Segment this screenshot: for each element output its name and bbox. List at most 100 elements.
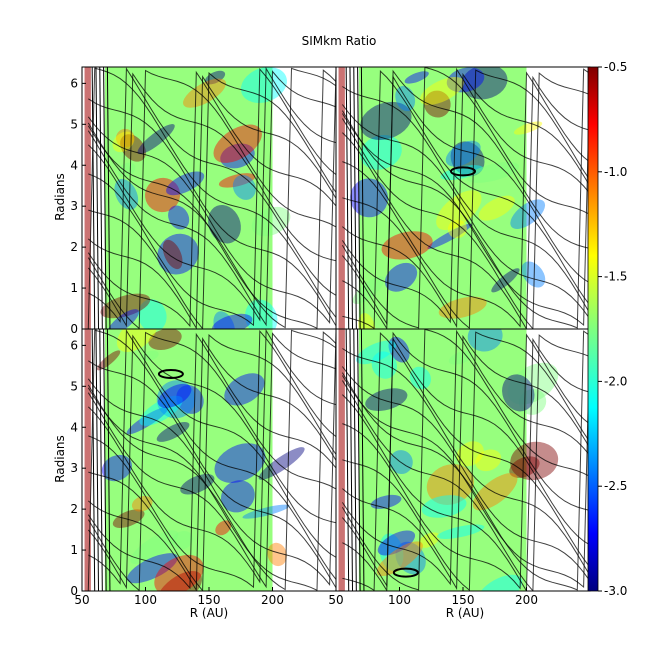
color-patch xyxy=(208,204,241,244)
color-patch xyxy=(461,67,508,100)
color-patch xyxy=(472,473,518,511)
color-patch xyxy=(107,309,139,329)
contour-line xyxy=(87,72,336,328)
color-patch xyxy=(101,454,132,482)
contour-line xyxy=(103,67,107,329)
y-tick-label: 4 xyxy=(70,420,78,434)
contour-line xyxy=(357,67,361,329)
contour-line xyxy=(95,67,100,329)
contour-line xyxy=(99,329,103,591)
color-patch xyxy=(509,456,540,478)
planet-marker xyxy=(157,369,184,380)
contour-line xyxy=(357,329,361,591)
y-tick-label: 0 xyxy=(70,584,78,598)
contour-line xyxy=(342,332,590,591)
color-patch xyxy=(214,443,266,483)
x-tick-label: 150 xyxy=(452,593,475,607)
color-patch xyxy=(478,195,515,221)
color-patch xyxy=(466,161,520,183)
contour-line xyxy=(342,71,590,328)
contour-line xyxy=(342,337,590,591)
color-patch xyxy=(518,389,547,415)
disk-region xyxy=(104,67,273,329)
color-patch xyxy=(120,134,146,162)
panel-content xyxy=(82,67,336,329)
contour-line xyxy=(342,337,590,591)
panel-content xyxy=(336,67,590,329)
y-tick-label: 4 xyxy=(70,158,78,172)
contour-line xyxy=(87,334,336,590)
contour-line xyxy=(87,331,336,591)
panel-bottom-right xyxy=(335,328,591,592)
contour-line xyxy=(341,331,590,589)
contour-line xyxy=(91,67,96,329)
color-patch xyxy=(419,76,465,105)
y-tick-label: 6 xyxy=(70,338,78,352)
color-patch xyxy=(365,388,408,411)
contour-line xyxy=(342,86,590,314)
color-patch xyxy=(176,385,204,414)
color-patch xyxy=(251,206,291,237)
contour-line xyxy=(342,334,590,591)
contour-line xyxy=(341,329,590,591)
color-patch xyxy=(267,542,287,567)
x-tick-label: 50 xyxy=(328,593,343,607)
contour-line xyxy=(342,69,590,326)
contour-line xyxy=(342,331,590,591)
contour-line xyxy=(341,334,590,591)
x-axis-label-left: R (AU) xyxy=(190,606,229,620)
color-patch xyxy=(448,350,473,365)
contour-line xyxy=(87,69,336,329)
contour-line xyxy=(341,67,590,329)
color-patch xyxy=(126,406,169,435)
color-patch xyxy=(145,177,181,213)
color-patch xyxy=(258,447,305,480)
contour-line xyxy=(87,329,336,591)
y-tick-label: 3 xyxy=(70,199,78,213)
contour-line xyxy=(87,69,336,324)
color-patch xyxy=(141,350,159,361)
colorbar-tick-label: -1.0 xyxy=(604,165,627,179)
contour-line xyxy=(87,332,336,589)
contour-line xyxy=(88,98,336,327)
color-patch xyxy=(370,494,402,509)
planet-marker xyxy=(392,567,419,578)
contour-line xyxy=(87,67,336,329)
contour-line xyxy=(360,329,365,591)
contour-line xyxy=(99,67,103,329)
color-patch xyxy=(212,313,253,329)
y-tick-label: 1 xyxy=(70,281,78,295)
contour-line xyxy=(87,331,336,586)
contour-line xyxy=(345,329,350,591)
color-patch xyxy=(183,78,227,108)
contour-line xyxy=(342,70,590,329)
x-tick-label: 200 xyxy=(515,593,538,607)
x-axis-label-right: R (AU) xyxy=(446,606,485,620)
color-patch xyxy=(371,351,397,379)
color-patch xyxy=(507,362,559,405)
y-axis-label-bottom: Radians xyxy=(53,435,67,483)
color-patch xyxy=(360,101,412,140)
panel-content xyxy=(82,329,336,591)
color-patch xyxy=(218,173,256,188)
contour-line xyxy=(87,332,336,590)
contour-line xyxy=(88,329,336,589)
y-tick-label: 6 xyxy=(70,76,78,90)
contour-line xyxy=(341,67,590,324)
color-patch xyxy=(376,541,423,577)
color-patch xyxy=(409,366,431,390)
color-patch xyxy=(138,299,167,329)
colorbar-tick-label: -2.5 xyxy=(604,479,627,493)
color-patch xyxy=(379,533,404,571)
color-patch xyxy=(436,524,485,539)
color-patch xyxy=(355,340,397,365)
color-patch xyxy=(213,311,235,329)
color-patch xyxy=(352,276,385,305)
color-patch xyxy=(114,178,139,210)
color-patch xyxy=(358,312,376,329)
y-tick-label: 5 xyxy=(70,379,78,393)
contour-line xyxy=(349,67,354,329)
contour-line xyxy=(342,331,590,588)
contour-line xyxy=(88,334,336,591)
disk-region xyxy=(104,329,273,591)
